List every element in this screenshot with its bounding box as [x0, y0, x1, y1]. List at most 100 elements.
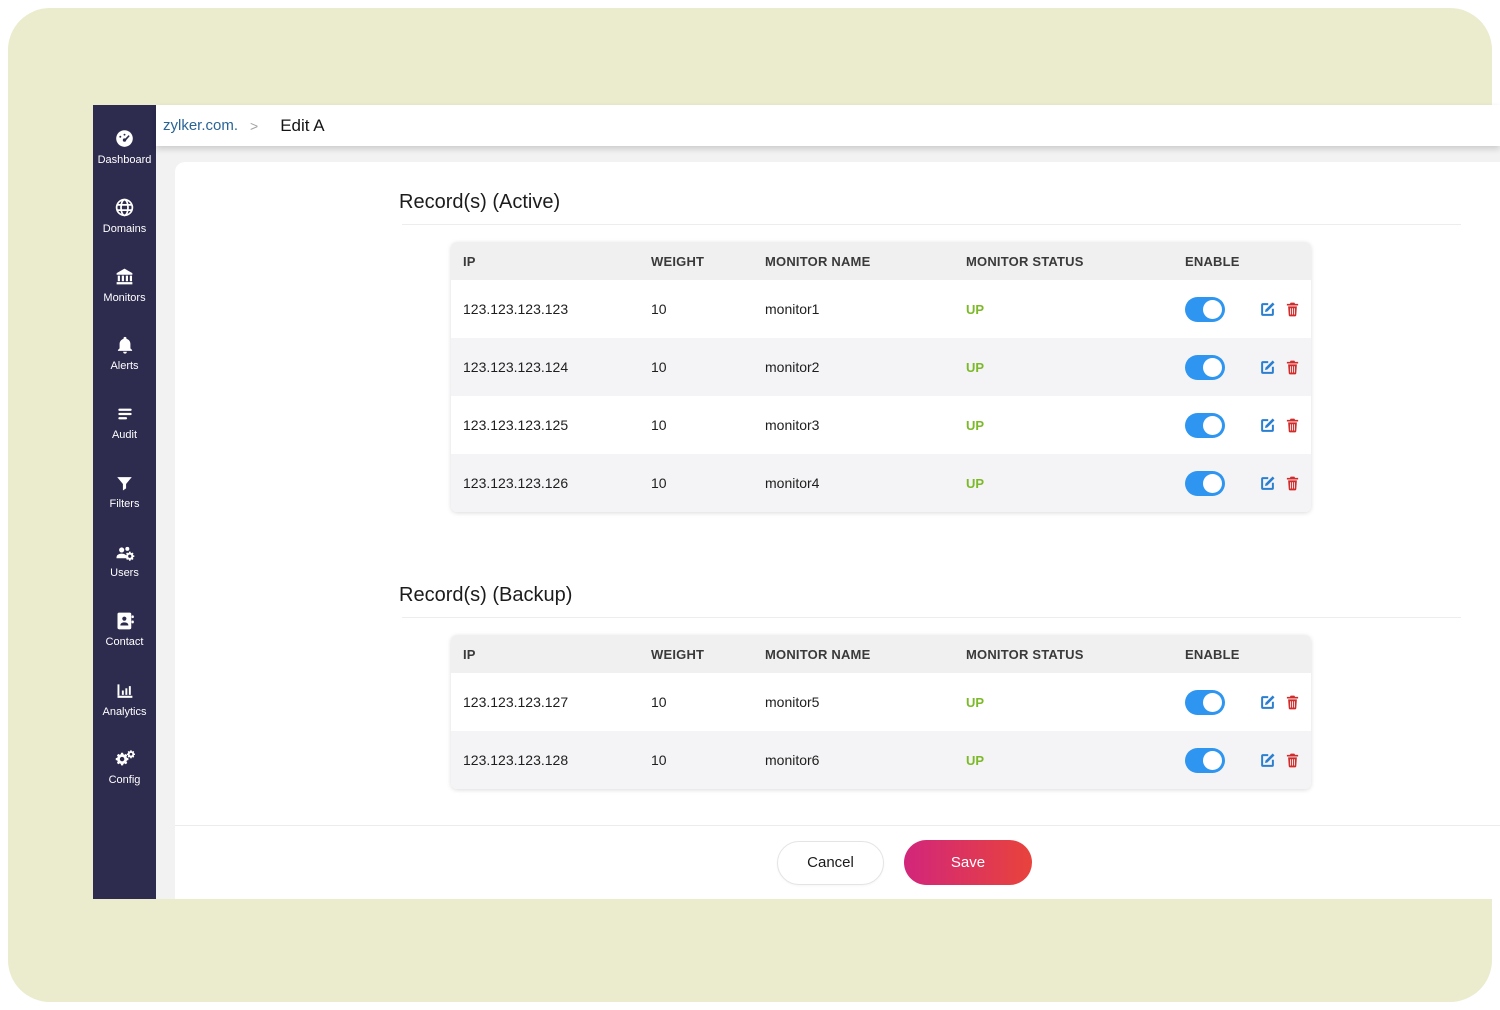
monitor-status-badge: UP: [966, 417, 985, 433]
ip-value: 123.123.123.128: [463, 752, 569, 768]
save-button[interactable]: Save: [904, 840, 1032, 885]
enable-toggle[interactable]: [1185, 354, 1225, 380]
monitor-name-value: monitor2: [765, 359, 820, 375]
table-row: 123.123.123.127 10 monitor5 UP: [451, 673, 1311, 731]
column-header-enable: ENABLE: [1185, 253, 1240, 269]
sidebar-item-analytics[interactable]: Analytics: [93, 664, 156, 733]
monitors-building-icon: [114, 266, 135, 287]
sidebar-item-audit[interactable]: Audit: [93, 388, 156, 457]
breadcrumb: zylker.com. > Edit A: [156, 105, 1500, 146]
sidebar-item-label: Config: [108, 774, 141, 786]
sidebar-item-filters[interactable]: Filters: [93, 457, 156, 526]
table-row: 123.123.123.125 10 monitor3 UP: [451, 396, 1311, 454]
delete-icon[interactable]: [1285, 752, 1300, 769]
edit-icon[interactable]: [1259, 301, 1276, 318]
toggle-knob: [1203, 750, 1222, 770]
table-row: 123.123.123.124 10 monitor2 UP: [451, 338, 1311, 396]
main-area: zylker.com. > Edit A Record(s) (Active) …: [156, 105, 1500, 899]
sidebar-item-label: Users: [110, 567, 139, 579]
enable-toggle[interactable]: [1185, 296, 1225, 322]
delete-icon[interactable]: [1285, 417, 1300, 434]
content-area: Record(s) (Active) IP WEIGHT MONITOR NAM…: [156, 146, 1500, 899]
breadcrumb-current-page: Edit A: [280, 115, 325, 135]
section-active-records: Record(s) (Active) IP WEIGHT MONITOR NAM…: [175, 162, 1500, 512]
toggle-knob: [1203, 299, 1222, 319]
sidebar-item-label: Audit: [111, 429, 138, 441]
column-header-enable: ENABLE: [1185, 646, 1240, 662]
breadcrumb-domain-link[interactable]: zylker.com.: [163, 117, 239, 134]
sidebar-item-label: Domains: [102, 222, 147, 235]
sidebar-item-config[interactable]: Config: [93, 733, 156, 802]
sidebar-item-alerts[interactable]: Alerts: [93, 319, 156, 388]
form-footer: Cancel Save: [175, 825, 1500, 899]
sidebar-item-dashboard[interactable]: Dashboard: [93, 112, 156, 181]
weight-value: 10: [651, 301, 667, 317]
sidebar-item-label: Analytics: [102, 705, 147, 718]
table-row: 123.123.123.123 10 monitor1 UP: [451, 280, 1311, 338]
audit-list-icon: [115, 404, 135, 424]
globe-icon: [114, 197, 135, 218]
toggle-knob: [1203, 357, 1222, 377]
delete-icon[interactable]: [1285, 694, 1300, 711]
sidebar-item-label: Monitors: [103, 291, 146, 304]
edit-icon[interactable]: [1259, 694, 1276, 711]
enable-toggle[interactable]: [1185, 470, 1225, 496]
weight-value: 10: [651, 475, 667, 491]
app-window: Dashboard Domains Monitors Alerts Audit: [93, 105, 1500, 899]
column-header-ip: IP: [463, 646, 476, 662]
edit-icon[interactable]: [1259, 752, 1276, 769]
monitor-name-value: monitor1: [765, 301, 820, 317]
monitor-status-badge: UP: [966, 359, 985, 375]
table-row: 123.123.123.128 10 monitor6 UP: [451, 731, 1311, 789]
delete-icon[interactable]: [1285, 359, 1300, 376]
weight-value: 10: [651, 694, 667, 710]
table-row: 123.123.123.126 10 monitor4 UP: [451, 454, 1311, 512]
monitor-status-badge: UP: [966, 301, 985, 317]
filter-funnel-icon: [115, 474, 134, 493]
enable-toggle[interactable]: [1185, 689, 1225, 715]
records-card: Record(s) (Active) IP WEIGHT MONITOR NAM…: [175, 162, 1500, 899]
edit-icon[interactable]: [1259, 417, 1276, 434]
delete-icon[interactable]: [1285, 301, 1300, 318]
sidebar-item-domains[interactable]: Domains: [93, 181, 156, 250]
monitor-status-badge: UP: [966, 475, 985, 491]
monitor-name-value: monitor3: [765, 417, 820, 433]
section-backup-records: Record(s) (Backup) IP WEIGHT MONITOR NAM…: [175, 512, 1500, 789]
contact-book-icon: [115, 611, 135, 631]
delete-icon[interactable]: [1285, 475, 1300, 492]
config-gears-icon: [114, 749, 136, 769]
enable-toggle[interactable]: [1185, 412, 1225, 438]
weight-value: 10: [651, 417, 667, 433]
weight-value: 10: [651, 752, 667, 768]
monitor-name-value: monitor6: [765, 752, 820, 768]
section-title: Record(s) (Backup): [399, 584, 573, 606]
cancel-button[interactable]: Cancel: [777, 840, 884, 885]
sidebar-item-label: Filters: [109, 497, 140, 510]
dashboard-gauge-icon: [114, 128, 135, 149]
column-header-monitor-name: MONITOR NAME: [765, 646, 871, 662]
sidebar-item-contact[interactable]: Contact: [93, 595, 156, 664]
table-header-row: IP WEIGHT MONITOR NAME MONITOR STATUS EN…: [451, 635, 1311, 673]
weight-value: 10: [651, 359, 667, 375]
backup-records-table: IP WEIGHT MONITOR NAME MONITOR STATUS EN…: [451, 635, 1311, 789]
sidebar-item-users[interactable]: Users: [93, 526, 156, 595]
toggle-knob: [1203, 415, 1222, 435]
sidebar-item-label: Alerts: [110, 360, 139, 372]
sidebar-item-monitors[interactable]: Monitors: [93, 250, 156, 319]
monitor-name-value: monitor5: [765, 694, 820, 710]
sidebar-item-label: Dashboard: [97, 153, 152, 166]
ip-value: 123.123.123.124: [463, 359, 569, 375]
edit-icon[interactable]: [1259, 359, 1276, 376]
analytics-chart-icon: [114, 680, 135, 701]
column-header-ip: IP: [463, 253, 476, 269]
monitor-status-badge: UP: [966, 752, 985, 768]
column-header-weight: WEIGHT: [651, 253, 705, 269]
section-title: Record(s) (Active): [399, 191, 561, 213]
bell-icon: [115, 335, 135, 355]
edit-icon[interactable]: [1259, 475, 1276, 492]
users-gear-icon: [114, 542, 136, 562]
sidebar-item-label: Contact: [105, 636, 144, 648]
ip-value: 123.123.123.125: [463, 417, 569, 433]
ip-value: 123.123.123.123: [463, 301, 569, 317]
enable-toggle[interactable]: [1185, 747, 1225, 773]
